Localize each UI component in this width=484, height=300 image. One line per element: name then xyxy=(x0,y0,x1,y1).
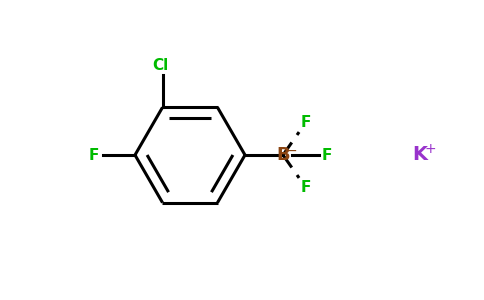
Text: −: − xyxy=(285,144,297,158)
Text: F: F xyxy=(301,180,311,195)
Text: F: F xyxy=(301,115,311,130)
Text: +: + xyxy=(424,142,436,156)
Text: Cl: Cl xyxy=(152,58,168,74)
Text: F: F xyxy=(89,148,99,163)
Text: K: K xyxy=(412,146,427,164)
Text: B: B xyxy=(276,146,290,164)
Text: F: F xyxy=(322,148,333,163)
